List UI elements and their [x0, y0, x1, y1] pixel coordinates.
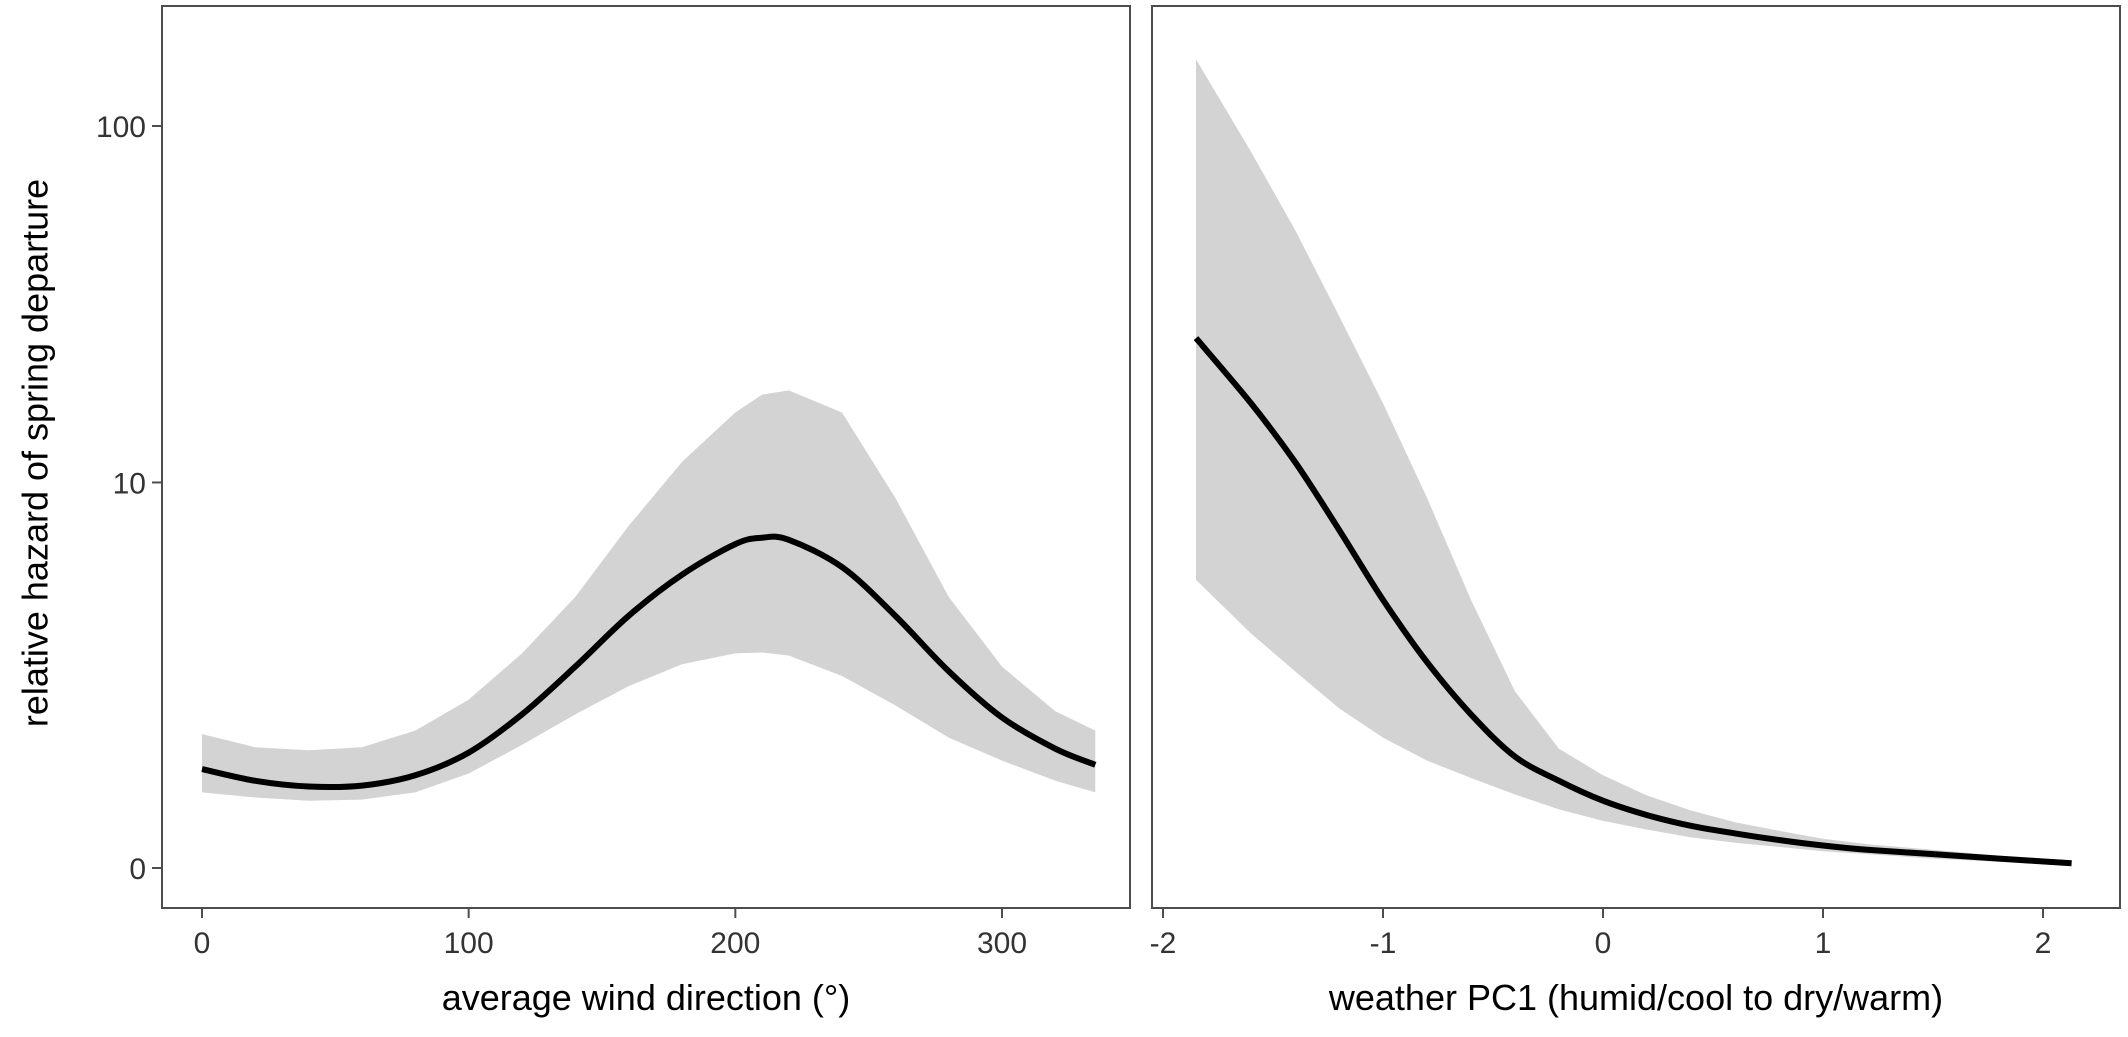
plot-frame: [1151, 5, 2121, 909]
fitted-line: [1193, 336, 2072, 867]
x-axis-label-wind: average wind direction (°): [442, 977, 851, 1018]
x-tick-label: -1: [1370, 927, 1397, 960]
plot-frame: [161, 5, 1131, 909]
fitted-line: [201, 533, 1097, 791]
panel-wind-direction: 0 10 100 0 100 200 300 average wind direction…: [96, 5, 1131, 1018]
x-tick-label: 200: [710, 927, 760, 960]
x-tick-label: 0: [194, 927, 211, 960]
x-tick-label: 0: [1595, 927, 1612, 960]
x-tick-label: 2: [2035, 927, 2052, 960]
confidence-band: [1196, 59, 2072, 865]
y-tick-label: 100: [96, 111, 146, 144]
x-tick-label: 100: [444, 927, 494, 960]
x-tick-label: 300: [977, 927, 1027, 960]
y-tick-label: 0: [129, 853, 146, 886]
panel-weather-pc1: -2 -1 0 1 2 weather PC1 (humid/cool to dry/w…: [1150, 5, 2121, 1018]
x-tick-label: -2: [1150, 927, 1177, 960]
x-axis-label-weather: weather PC1 (humid/cool to dry/warm): [1328, 977, 1943, 1018]
x-tick-label: 1: [1815, 927, 1832, 960]
y-tick-label: 10: [113, 467, 146, 500]
y-axis-label: relative hazard of spring departure: [15, 179, 56, 727]
